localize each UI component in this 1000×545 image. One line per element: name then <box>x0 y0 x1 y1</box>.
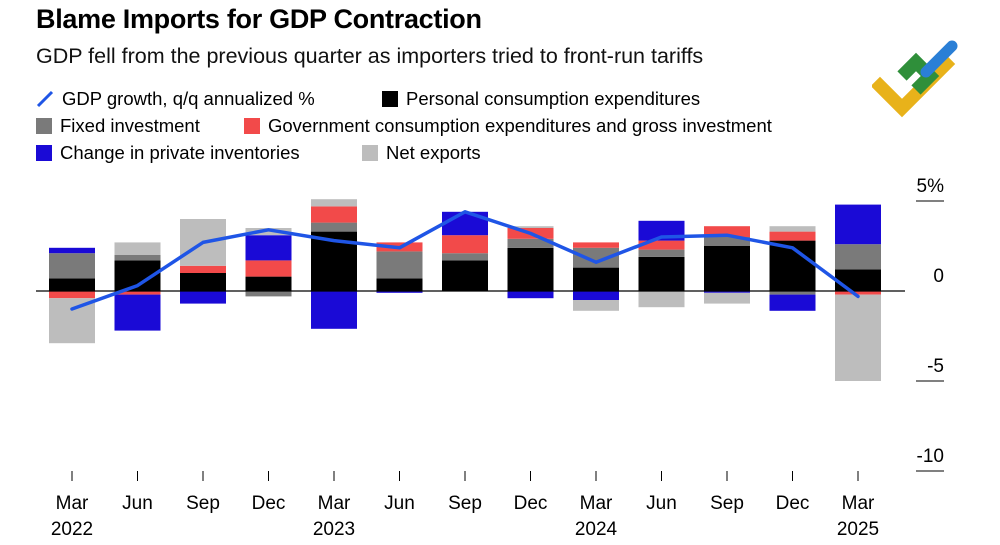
bar-inv-0 <box>49 247 95 254</box>
bar-net-9 <box>638 291 685 308</box>
y-tick-label: 0 <box>933 266 944 287</box>
bar-gov-2 <box>180 265 226 273</box>
bar-gov-10 <box>704 226 750 237</box>
legend-label-inv: Change in private inventories <box>60 142 300 163</box>
bar-gov-11 <box>769 231 816 241</box>
bar-gov-12 <box>835 291 881 295</box>
bar-pce-7 <box>507 247 554 291</box>
bar-inv-2 <box>180 291 226 304</box>
legend-item-inv: Change in private inventories <box>36 142 300 164</box>
bar-inv-10 <box>704 291 750 293</box>
bar-pce-10 <box>704 246 750 291</box>
bar-fixed-12 <box>835 244 881 270</box>
bar-inv-7 <box>507 291 554 299</box>
bar-fixed-1 <box>114 255 161 261</box>
bar-gov-0 <box>49 291 95 299</box>
bar-pce-2 <box>180 273 226 291</box>
bar-fixed-9 <box>638 249 685 257</box>
bar-net-0 <box>49 298 95 344</box>
x-tick-label: Jun <box>384 493 415 514</box>
legend-swatch-inv <box>36 145 52 161</box>
x-tick-label: Sep <box>710 493 744 514</box>
bar-net-7 <box>507 226 554 228</box>
legend-swatch-gov <box>244 118 260 134</box>
x-tick-label: Sep <box>448 493 482 514</box>
x-tick-label: Dec <box>252 493 286 514</box>
bar-pce-5 <box>376 278 423 291</box>
bar-fixed-3 <box>245 291 292 297</box>
x-tick-label: Mar <box>580 493 613 514</box>
bar-net-10 <box>704 292 750 304</box>
bar-inv-12 <box>835 204 881 245</box>
bar-net-8 <box>573 300 619 311</box>
chart-title: Blame Imports for GDP Contraction <box>36 4 482 34</box>
bar-pce-0 <box>49 278 95 291</box>
y-tick-label: -5 <box>927 356 944 377</box>
bar-inv-8 <box>573 291 619 300</box>
x-tick-label: Mar <box>318 493 351 514</box>
legend-item-net: Net exports <box>362 142 481 164</box>
x-tick-label: Jun <box>646 493 677 514</box>
legend-label-pce: Personal consumption expenditures <box>406 88 701 109</box>
legend-item-pce: Personal consumption expenditures <box>382 88 700 110</box>
bar-gov-4 <box>311 206 357 223</box>
x-tick-label: Dec <box>514 493 548 514</box>
bar-fixed-7 <box>507 238 554 248</box>
bar-gov-3 <box>245 260 292 277</box>
bar-inv-5 <box>376 291 423 293</box>
brand-logo-icon <box>872 40 958 118</box>
legend-item-fixed: Fixed investment <box>36 115 200 137</box>
gdp-growth-line <box>70 210 860 311</box>
bar-fixed-0 <box>49 253 95 279</box>
legend-item-gdp: GDP growth, q/q annualized % <box>36 88 315 110</box>
y-tick-label: -10 <box>917 446 944 467</box>
bar-gov-9 <box>638 240 685 250</box>
bar-net-4 <box>311 199 357 207</box>
bar-fixed-10 <box>704 237 750 246</box>
legend-label-net: Net exports <box>386 142 481 163</box>
bar-net-1 <box>114 242 161 255</box>
bar-inv-3 <box>245 235 292 261</box>
bar-inv-4 <box>311 291 357 329</box>
legend-swatch-net <box>362 145 378 161</box>
bar-net-11 <box>769 226 816 232</box>
bar-pce-8 <box>573 267 619 291</box>
bar-fixed-11 <box>769 291 816 295</box>
bar-inv-11 <box>769 294 816 311</box>
legend-item-gov: Government consumption expenditures and … <box>244 115 772 137</box>
bar-pce-9 <box>638 256 685 291</box>
chart-subtitle: GDP fell from the previous quarter as im… <box>36 44 704 68</box>
legend-label-fixed: Fixed investment <box>60 115 200 136</box>
bar-fixed-6 <box>442 253 488 261</box>
bar-gov-8 <box>573 242 619 248</box>
bar-gov-6 <box>442 235 488 254</box>
bar-net-12 <box>835 294 881 381</box>
x-tick-label: Jun <box>122 493 153 514</box>
bar-inv-1 <box>114 294 161 331</box>
bar-pce-12 <box>835 269 881 291</box>
legend-swatch-pce <box>382 91 398 107</box>
x-tick-label: Mar <box>56 493 89 514</box>
x-tick-year-label: 2023 <box>313 519 355 540</box>
x-tick-year-label: 2022 <box>51 519 93 540</box>
x-tick-year-label: 2025 <box>837 519 879 540</box>
x-tick-label: Dec <box>776 493 810 514</box>
legend-line-swatch <box>36 90 54 108</box>
legend-swatch-fixed <box>36 118 52 134</box>
bar-fixed-4 <box>311 222 357 232</box>
x-tick-label: Mar <box>842 493 875 514</box>
bar-gov-1 <box>114 291 161 295</box>
bar-pce-6 <box>442 260 488 291</box>
x-tick-label: Sep <box>186 493 220 514</box>
x-tick-year-label: 2024 <box>575 519 618 540</box>
bar-pce-3 <box>245 276 292 291</box>
bar-fixed-8 <box>573 247 619 268</box>
legend-label-gov: Government consumption expenditures and … <box>268 115 772 136</box>
bar-fixed-5 <box>376 251 423 279</box>
bar-net-3 <box>245 228 292 236</box>
y-tick-label: 5% <box>917 176 945 197</box>
legend-label-gdp: GDP growth, q/q annualized % <box>62 88 315 109</box>
